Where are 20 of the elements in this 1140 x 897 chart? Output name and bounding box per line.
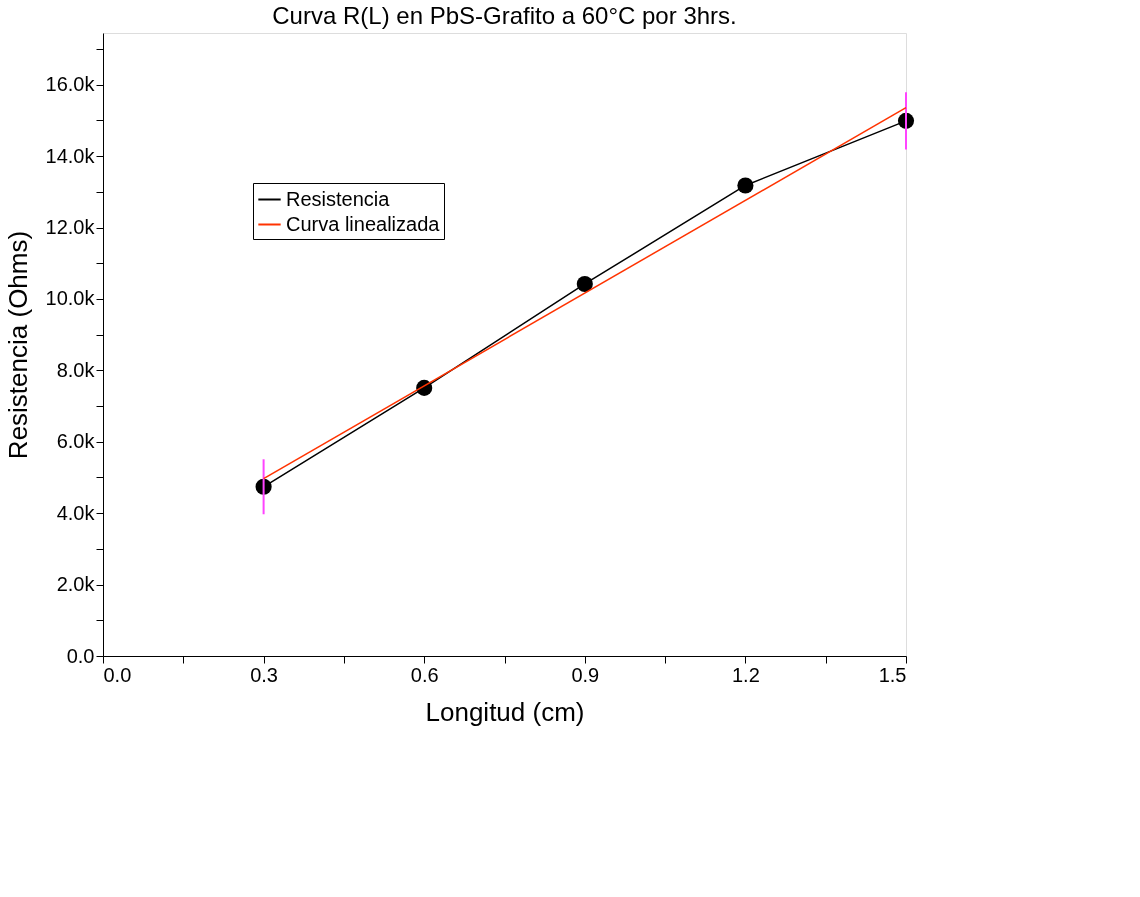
y-tick-label: 12.0k (45, 216, 96, 239)
x-tick-label: 0.0 (103, 663, 132, 686)
chart-title: Curva R(L) en PbS-Grafito a 60°C por 3hrs. (272, 2, 737, 29)
y-tick-label: 4.0k (56, 501, 96, 524)
x-tick-label: 1.2 (731, 663, 760, 686)
x-tick-label: 0.9 (571, 663, 600, 686)
x-axis-title: Longitud (cm) (425, 696, 585, 727)
x-tick-label: 1.5 (878, 663, 907, 686)
y-tick-label: 8.0k (56, 358, 96, 381)
y-axis-title: Resistencia (Ohms) (2, 230, 33, 460)
legend-label: Curva linealizada (286, 212, 441, 235)
y-tick-label: 6.0k (56, 430, 96, 453)
legend-label: Resistencia (286, 187, 391, 210)
x-tick-label: 0.6 (410, 663, 439, 686)
y-tick-label: 14.0k (45, 144, 96, 167)
y-tick-label: 10.0k (45, 287, 96, 310)
y-tick-label: 0.0 (66, 644, 95, 667)
x-tick-label: 0.3 (250, 663, 279, 686)
y-tick-label: 2.0k (56, 573, 96, 596)
y-tick-label: 16.0k (45, 73, 96, 96)
